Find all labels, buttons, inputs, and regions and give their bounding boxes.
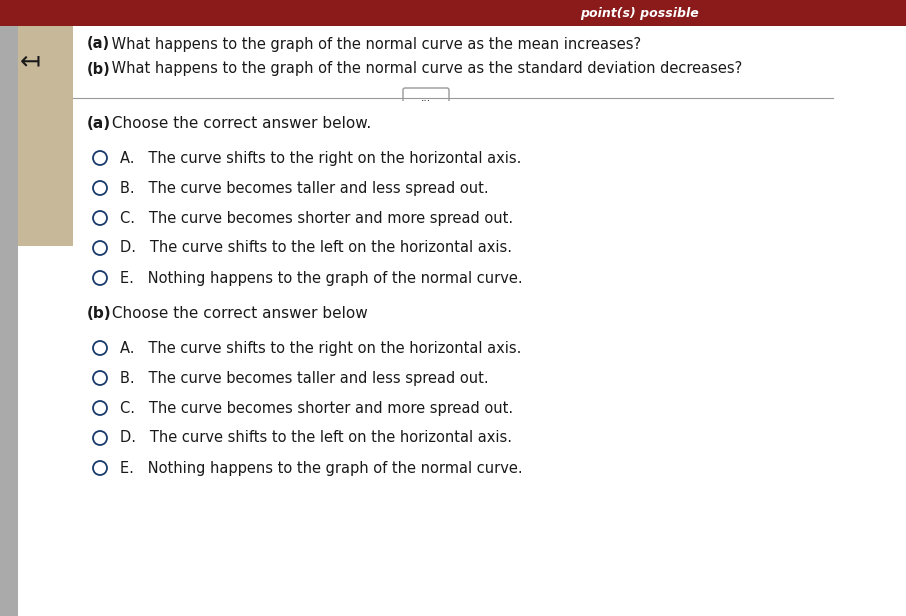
FancyBboxPatch shape [403,88,449,108]
Text: (a): (a) [87,36,111,52]
Text: (b): (b) [87,62,111,76]
Bar [18,26,73,246]
Text: ...: ... [421,93,431,103]
Text: E.   Nothing happens to the graph of the normal curve.: E. Nothing happens to the graph of the n… [120,270,523,285]
Bar [73,28,906,91]
Text: (b): (b) [87,307,111,322]
Text: C.   The curve becomes shorter and more spread out.: C. The curve becomes shorter and more sp… [120,400,513,416]
Bar [0,0,906,26]
Text: D.   The curve shifts to the left on the horizontal axis.: D. The curve shifts to the left on the h… [120,431,512,445]
Text: A.   The curve shifts to the right on the horizontal axis.: A. The curve shifts to the right on the … [120,341,521,355]
Bar [0,26,18,616]
Text: D.   The curve shifts to the left on the horizontal axis.: D. The curve shifts to the left on the h… [120,240,512,256]
Text: E.   Nothing happens to the graph of the normal curve.: E. Nothing happens to the graph of the n… [120,461,523,476]
Text: What happens to the graph of the normal curve as the mean increases?: What happens to the graph of the normal … [107,36,641,52]
Text: B.   The curve becomes taller and less spread out.: B. The curve becomes taller and less spr… [120,180,488,195]
Text: A.   The curve shifts to the right on the horizontal axis.: A. The curve shifts to the right on the … [120,150,521,166]
Text: B.   The curve becomes taller and less spread out.: B. The curve becomes taller and less spr… [120,370,488,386]
Bar [73,101,906,616]
Text: C.   The curve becomes shorter and more spread out.: C. The curve becomes shorter and more sp… [120,211,513,225]
Text: What happens to the graph of the normal curve as the standard deviation decrease: What happens to the graph of the normal … [107,62,742,76]
Text: Choose the correct answer below: Choose the correct answer below [107,307,368,322]
Text: Choose the correct answer below.: Choose the correct answer below. [107,116,371,131]
Text: (a): (a) [87,116,111,131]
Text: point(s) possible: point(s) possible [580,7,699,20]
Text: ↤: ↤ [20,49,41,73]
